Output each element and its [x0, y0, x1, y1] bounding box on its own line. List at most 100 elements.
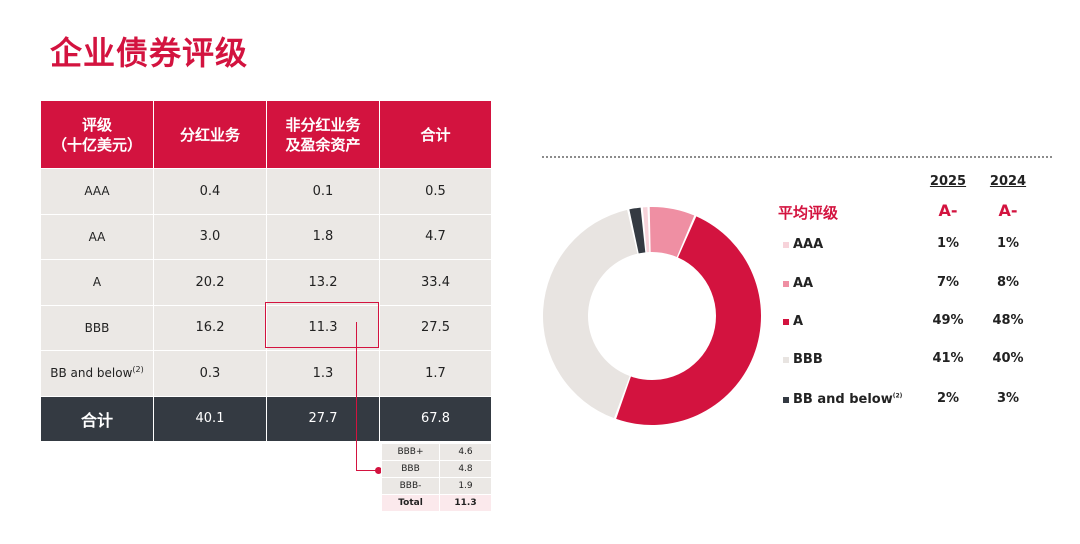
rating-label: BB and below [50, 366, 133, 381]
table-header-row: 评级 （十亿美元） 分红业务 非分红业务 及盈余资产 合计 [40, 100, 492, 169]
legend-value-2025: 41% [932, 351, 964, 366]
breakdown-total-row: Total 11.3 [381, 494, 492, 512]
value-cell-non-participating: 0.1 [266, 168, 380, 215]
donut-slice-bb-and-below [629, 207, 646, 254]
value-cell-total: 27.5 [379, 304, 492, 351]
legend-swatch [783, 357, 789, 363]
value-cell-participating: 0.3 [153, 350, 267, 397]
connector-line [356, 322, 357, 471]
column-header: 合计 [379, 100, 492, 169]
dotted-divider [542, 156, 1052, 158]
bbb-breakdown-table: BBB+ 4.6 BBB 4.8 BBB- 1.9 Total 11.3 [381, 443, 492, 512]
bbb-highlight-box [265, 302, 379, 348]
total-row: 合计 40.1 27.7 67.8 [40, 395, 492, 442]
rating-cell: AAA [40, 168, 154, 215]
table-row: BBB 16.2 11.3 27.5 [40, 304, 492, 351]
table-row: A 20.2 13.2 33.4 [40, 259, 492, 306]
rating-cell: AA [40, 213, 154, 260]
year-header-2024: 2024 [989, 174, 1027, 189]
legend-name: AA [793, 276, 813, 291]
legend-name-text: BB and below [793, 392, 893, 407]
legend-value-2025: 2% [936, 391, 960, 406]
value-cell-total: 0.5 [379, 168, 492, 215]
average-rating-2025: A- [938, 201, 958, 220]
legend-name: A [793, 314, 803, 329]
year-header-2025: 2025 [929, 174, 967, 189]
footnote-marker: (2) [892, 392, 903, 400]
value-cell-total: 33.4 [379, 259, 492, 306]
column-header: 分红业务 [153, 100, 267, 169]
donut-slice-a [616, 216, 761, 425]
table-row: BB and below(2) 0.3 1.3 1.7 [40, 350, 492, 397]
total-cell-non-participating: 27.7 [266, 395, 380, 442]
legend-value-2025: 7% [936, 275, 960, 290]
breakdown-label: BBB- [381, 477, 440, 495]
breakdown-row: BBB 4.8 [381, 460, 492, 478]
page-title: 企业债券评级 [50, 34, 249, 72]
legend-item: A 49% 48% [783, 313, 1073, 333]
legend-swatch [783, 397, 789, 403]
rating-label: A [92, 275, 102, 290]
legend-swatch [783, 281, 789, 287]
legend-name-text: AA [793, 276, 814, 291]
connector-dot [375, 467, 382, 474]
value-cell-total: 1.7 [379, 350, 492, 397]
footnote-marker: (2) [132, 365, 144, 375]
legend-name: BB and below(2) [793, 392, 902, 407]
rating-cell: A [40, 259, 154, 306]
breakdown-row: BBB- 1.9 [381, 477, 492, 495]
donut-slice-aa [649, 207, 695, 258]
legend-value-2024: 3% [996, 391, 1020, 406]
value-cell-non-participating: 13.2 [266, 259, 380, 306]
rating-label: AAA [84, 184, 110, 199]
value-cell-participating: 0.4 [153, 168, 267, 215]
bond-rating-table: 评级 （十亿美元） 分红业务 非分红业务 及盈余资产 合计 AAA 0.4 0.1 0.5 A… [40, 100, 492, 442]
legend-item: AAA 1% 1% [783, 236, 1073, 256]
legend-item: BBB 41% 40% [783, 351, 1073, 371]
legend-name: BBB [793, 352, 823, 367]
breakdown-total-value: 11.3 [439, 494, 492, 512]
connector-line [356, 470, 378, 471]
column-header: 评级 （十亿美元） [40, 100, 154, 169]
legend-value-2025: 1% [936, 236, 960, 251]
donut-slice-bbb [543, 209, 638, 419]
breakdown-row: BBB+ 4.6 [381, 443, 492, 461]
legend-name-text: AAA [793, 237, 824, 252]
rating-label: BBB [84, 320, 110, 335]
breakdown-value: 4.8 [439, 460, 492, 478]
legend-value-2024: 48% [992, 313, 1024, 328]
rating-cell: BBB [40, 304, 154, 351]
total-cell-participating: 40.1 [153, 395, 267, 442]
value-cell-non-participating: 1.3 [266, 350, 380, 397]
legend-name-text: A [793, 314, 804, 329]
legend-value-2025: 49% [932, 313, 964, 328]
total-label: 合计 [40, 395, 154, 442]
total-cell-total: 67.8 [379, 395, 492, 442]
legend-item: BB and below(2) 2% 3% [783, 391, 1073, 411]
average-rating-label: 平均评级 [778, 204, 839, 222]
breakdown-label: BBB [381, 460, 440, 478]
value-cell-non-participating: 1.8 [266, 213, 380, 260]
rating-donut-chart [543, 207, 761, 425]
legend-name: AAA [793, 237, 823, 252]
value-cell-participating: 16.2 [153, 304, 267, 351]
breakdown-value: 4.6 [439, 443, 492, 461]
breakdown-value: 1.9 [439, 477, 492, 495]
legend-swatch [783, 319, 789, 325]
rating-cell: BB and below(2) [40, 350, 154, 397]
column-header: 非分红业务 及盈余资产 [266, 100, 380, 169]
breakdown-label: BBB+ [381, 443, 440, 461]
breakdown-total-label: Total [381, 494, 440, 512]
legend-item: AA 7% 8% [783, 275, 1073, 295]
donut-slice-aaa [642, 207, 650, 253]
value-cell-total: 4.7 [379, 213, 492, 260]
table-row: AA 3.0 1.8 4.7 [40, 213, 492, 260]
value-cell-participating: 20.2 [153, 259, 267, 306]
rating-label: AA [88, 229, 106, 244]
table-row: AAA 0.4 0.1 0.5 [40, 168, 492, 215]
legend-value-2024: 8% [996, 275, 1020, 290]
legend-swatch [783, 242, 789, 248]
legend-value-2024: 1% [996, 236, 1020, 251]
legend-value-2024: 40% [992, 351, 1024, 366]
average-rating-2024: A- [998, 201, 1018, 220]
